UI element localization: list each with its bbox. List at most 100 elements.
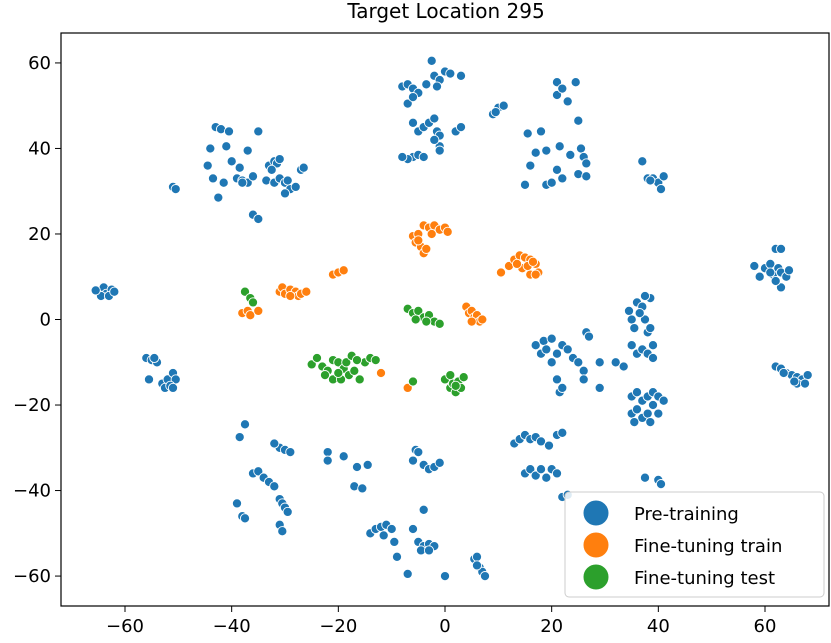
data-point	[277, 526, 288, 537]
data-point	[285, 447, 296, 458]
data-point	[423, 545, 435, 556]
data-point	[551, 348, 563, 359]
data-point	[653, 408, 664, 419]
data-point	[647, 340, 659, 351]
data-point	[639, 472, 651, 483]
data-point	[322, 455, 333, 466]
data-point	[207, 173, 219, 184]
data-point	[375, 367, 387, 379]
data-point	[357, 483, 368, 494]
data-point	[253, 305, 264, 316]
data-point	[301, 286, 312, 297]
points-layer	[90, 55, 813, 582]
data-point	[541, 472, 552, 483]
data-point	[557, 83, 568, 94]
data-point	[245, 310, 256, 321]
data-point	[311, 352, 323, 364]
data-point	[429, 134, 440, 145]
data-point	[645, 417, 656, 428]
data-point	[285, 290, 296, 302]
x-axis: −60 −40 −20 0 20 40 60	[106, 606, 776, 637]
data-point	[349, 365, 360, 376]
data-point	[626, 314, 637, 325]
data-point	[407, 455, 419, 466]
data-point	[434, 457, 445, 468]
legend-box	[564, 491, 825, 598]
data-point	[530, 470, 541, 481]
y-tick-label: 60	[28, 53, 51, 74]
data-point	[623, 305, 635, 316]
data-point	[551, 374, 563, 385]
data-point	[253, 213, 264, 225]
y-tick-label: 0	[40, 310, 51, 331]
data-point	[629, 323, 640, 334]
data-point	[274, 154, 285, 165]
data-point	[269, 481, 280, 492]
data-point	[551, 468, 563, 479]
y-tick-label: −20	[13, 395, 51, 416]
data-point	[562, 96, 573, 107]
data-point	[378, 530, 389, 541]
data-point	[562, 344, 573, 355]
y-tick-label: 40	[28, 138, 51, 159]
data-point	[407, 523, 419, 535]
data-point	[458, 372, 469, 383]
data-point	[511, 258, 523, 269]
data-point	[495, 267, 507, 278]
legend: Pre-training Fine-tuning train Fine-tuning…	[564, 491, 825, 598]
data-point	[645, 175, 656, 186]
series-1	[237, 220, 544, 393]
chart-title: Target Location 295	[346, 0, 544, 23]
data-point	[658, 395, 669, 406]
data-point	[551, 77, 563, 88]
data-point	[765, 267, 776, 278]
data-point	[535, 126, 547, 137]
data-point	[557, 173, 568, 184]
data-point	[775, 282, 787, 293]
data-point	[749, 260, 760, 272]
data-point	[570, 77, 581, 88]
legend-label: Pre-training	[634, 504, 739, 525]
data-point	[167, 382, 179, 393]
data-point	[426, 55, 437, 66]
data-point	[266, 164, 277, 175]
data-point	[338, 265, 349, 276]
data-point	[490, 107, 501, 118]
data-point	[234, 162, 245, 173]
data-point	[402, 382, 413, 393]
data-point	[637, 156, 648, 167]
data-point	[639, 290, 651, 302]
data-point	[647, 399, 659, 411]
data-point	[242, 145, 253, 156]
legend-marker	[582, 531, 610, 559]
data-point	[418, 151, 429, 163]
data-point	[594, 382, 605, 393]
data-point	[519, 179, 531, 190]
data-point	[253, 466, 264, 477]
data-point	[527, 256, 539, 267]
data-point	[333, 367, 344, 379]
data-point	[477, 314, 488, 325]
data-point	[455, 70, 467, 81]
data-point	[421, 79, 432, 90]
data-point	[802, 370, 813, 381]
data-point	[546, 177, 557, 188]
data-point	[226, 156, 237, 167]
data-point	[170, 184, 181, 195]
data-point	[402, 98, 413, 109]
data-point	[338, 451, 349, 462]
data-point	[557, 427, 568, 438]
data-point	[578, 365, 589, 376]
data-point	[541, 344, 552, 355]
data-point	[322, 447, 333, 458]
data-point	[234, 432, 245, 443]
x-tick-label: −20	[319, 616, 357, 637]
data-point	[573, 115, 584, 126]
data-point	[429, 113, 440, 124]
data-point	[445, 68, 456, 79]
data-point	[418, 504, 429, 515]
data-point	[298, 162, 309, 173]
data-point	[642, 408, 653, 419]
data-point	[239, 286, 251, 297]
